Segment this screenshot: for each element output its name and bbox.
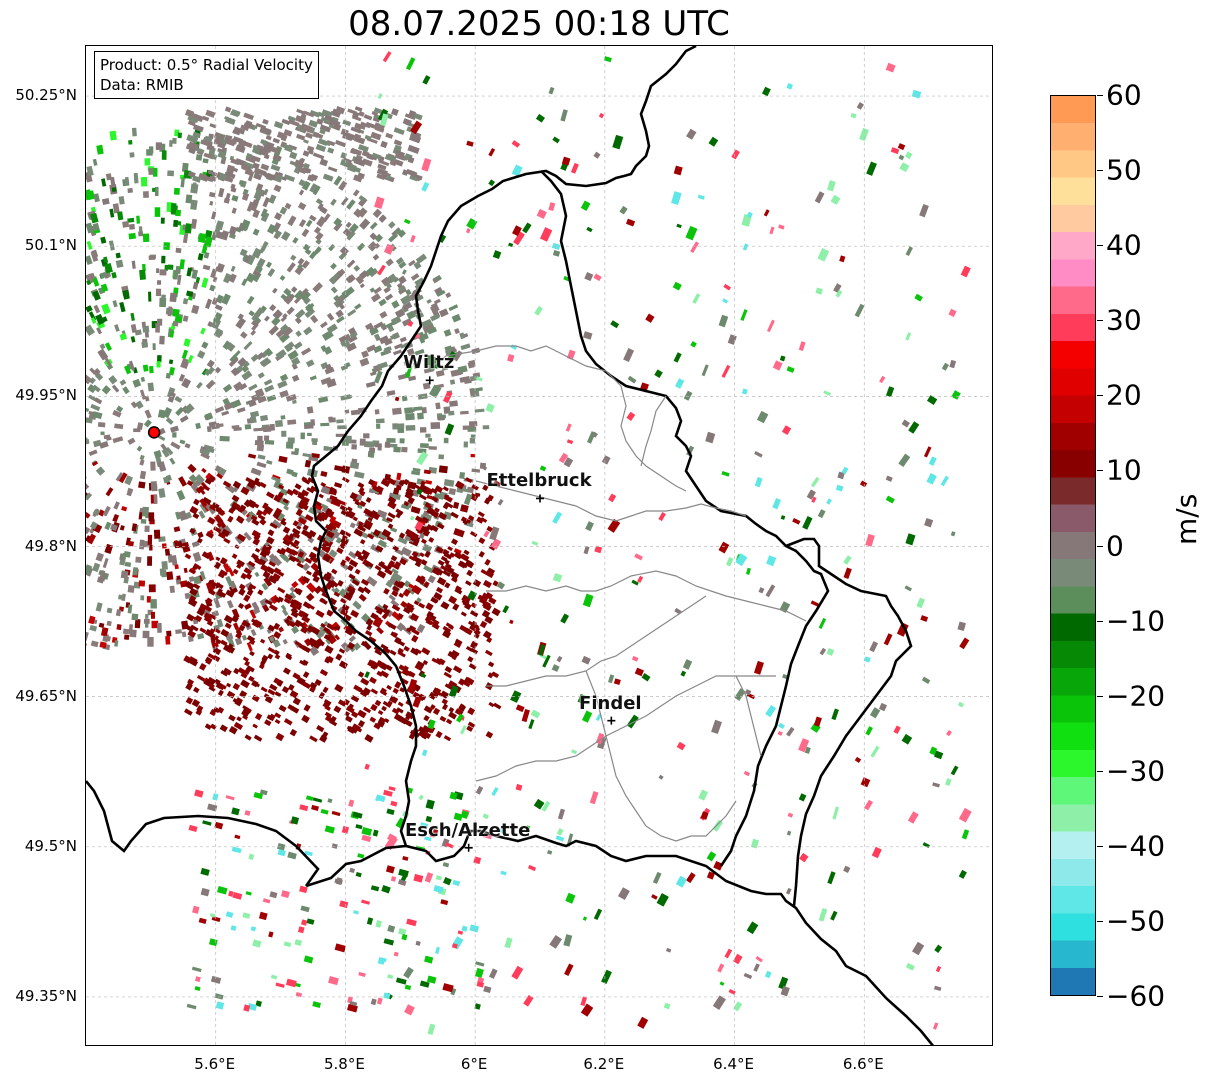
colorbar-tick-label: 0: [1106, 529, 1124, 562]
map-title: 08.07.2025 00:18 UTC: [348, 4, 730, 44]
colorbar-tick-label: −50: [1106, 904, 1166, 938]
colorbar-tick-label: 60: [1106, 78, 1142, 112]
map-gridlines: [86, 46, 992, 1045]
city-marker: [607, 716, 616, 725]
colorbar-tick-mark: [1097, 770, 1103, 772]
longitude-tick-label: 6.4°E: [713, 1055, 754, 1073]
colorbar-unit-label: m/s: [1170, 493, 1203, 545]
latitude-tick-label: 49.5°N: [24, 836, 77, 855]
longitude-tick-label: 5.8°E: [324, 1055, 365, 1073]
latitude-tick-label: 49.35°N: [15, 986, 77, 1005]
colorbar-tick-label: 40: [1106, 228, 1142, 262]
radar-site-marker: [147, 426, 161, 439]
velocity-colorbar: [1050, 95, 1096, 996]
colorbar-tick-label: −60: [1106, 979, 1166, 1013]
city-markers: [425, 376, 616, 852]
lux-canton-borders: [425, 345, 807, 842]
country-borders: [86, 46, 935, 1045]
longitude-tick-label: 6.2°E: [583, 1055, 625, 1073]
longitude-tick-label: 6°E: [460, 1055, 488, 1073]
colorbar-tick-label: −30: [1106, 754, 1166, 788]
map-canvas: [86, 46, 992, 1045]
colorbar-tick-mark: [1097, 395, 1103, 397]
colorbar-tick-label: 10: [1106, 453, 1142, 487]
city-marker: [425, 376, 434, 385]
latitude-tick-label: 49.8°N: [24, 536, 77, 555]
lux-national-border: [86, 46, 935, 1045]
colorbar-tick-mark: [1097, 695, 1103, 697]
colorbar-tick-mark: [1097, 545, 1103, 547]
colorbar-tick-label: 50: [1106, 153, 1142, 187]
radar-map[interactable]: [85, 45, 993, 1046]
river-moselle-border: [785, 537, 913, 907]
colorbar-tick-mark: [1097, 95, 1103, 96]
radar-echo-layer: [86, 51, 972, 1036]
product-info-box: Product: 0.5° Radial Velocity Data: RMIB: [94, 51, 319, 99]
city-marker: [464, 843, 473, 852]
colorbar-tick-label: 30: [1106, 303, 1142, 337]
latitude-tick-label: 49.95°N: [15, 386, 77, 405]
longitude-tick-label: 6.6°E: [842, 1055, 884, 1073]
product-label: Product: 0.5° Radial Velocity: [100, 56, 313, 74]
colorbar-tick-mark: [1097, 920, 1103, 922]
latitude-tick-label: 50.25°N: [15, 86, 77, 105]
colorbar-tick-mark: [1097, 620, 1103, 622]
colorbar-tick-mark: [1097, 996, 1103, 997]
city-label: Esch/Alzette: [405, 819, 531, 841]
city-label: Ettelbruck: [486, 470, 592, 492]
city-label: Wiltz: [403, 352, 455, 374]
city-marker: [536, 494, 544, 503]
latitude-tick-label: 50.1°N: [24, 236, 77, 255]
longitude-tick-label: 5.6°E: [194, 1055, 236, 1073]
colorbar-tick-mark: [1097, 320, 1103, 322]
colorbar-tick-label: −20: [1106, 679, 1166, 713]
colorbar-tick-label: −10: [1106, 604, 1166, 638]
colorbar-tick-mark: [1097, 470, 1103, 472]
colorbar-tick-mark: [1097, 845, 1103, 847]
latitude-tick-label: 49.65°N: [15, 686, 77, 705]
colorbar-tick-label: −40: [1106, 829, 1166, 863]
data-source-label: Data: RMIB: [100, 76, 184, 94]
city-label: Findel: [579, 692, 642, 714]
colorbar-tick-label: 20: [1106, 378, 1142, 412]
colorbar-tick-mark: [1097, 170, 1103, 172]
colorbar-tick-mark: [1097, 245, 1103, 247]
